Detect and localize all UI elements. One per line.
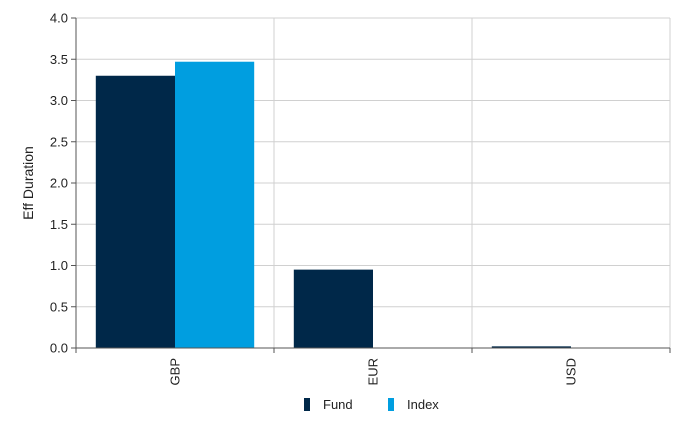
y-tick-label: 0.0 (50, 341, 68, 356)
legend-swatch-index (388, 398, 394, 411)
y-tick-label: 2.0 (50, 176, 68, 191)
x-tick-label: USD (564, 358, 579, 385)
y-tick-label: 3.5 (50, 52, 68, 67)
y-tick-label: 4.0 (50, 11, 68, 26)
bars (95, 61, 571, 348)
legend-swatch-fund (304, 398, 310, 411)
bar-fund-gbp (95, 75, 175, 348)
bar-fund-eur (293, 269, 373, 348)
y-tick-label: 1.0 (50, 258, 68, 273)
x-tick-label: GBP (168, 358, 183, 385)
y-axis-title: Eff Duration (20, 146, 36, 220)
legend-label-fund: Fund (323, 397, 353, 412)
y-tick-label: 2.5 (50, 134, 68, 149)
bar-index-gbp (175, 61, 255, 348)
legend-label-index: Index (407, 397, 439, 412)
y-tick-label: 3.0 (50, 93, 68, 108)
legend: Fund Index (304, 397, 439, 412)
x-tick-label: EUR (366, 358, 381, 385)
bar-fund-usd (491, 346, 571, 348)
axes (71, 17, 671, 353)
y-tick-label: 0.5 (50, 299, 68, 314)
tick-labels: 0.0 0.5 1.0 1.5 2.0 2.5 3.0 3.5 4.0 GBP EUR USD (50, 11, 579, 386)
y-tick-label: 1.5 (50, 217, 68, 232)
